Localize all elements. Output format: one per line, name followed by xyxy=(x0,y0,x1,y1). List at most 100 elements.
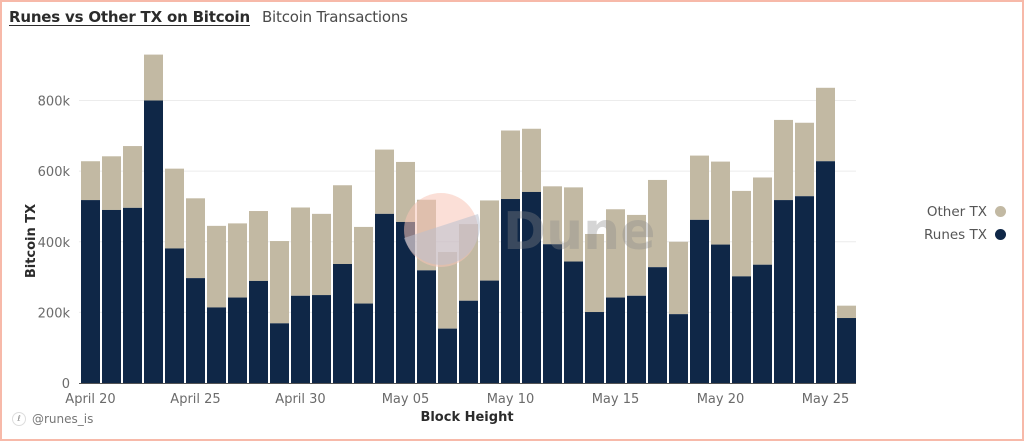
bar-group[interactable] xyxy=(543,186,562,383)
bar-other-tx[interactable] xyxy=(123,146,142,208)
bar-group[interactable] xyxy=(81,161,100,383)
bar-other-tx[interactable] xyxy=(312,213,331,296)
bar-runes-tx[interactable] xyxy=(123,207,142,383)
bar-other-tx[interactable] xyxy=(585,233,604,313)
bar-group[interactable] xyxy=(312,213,331,383)
bar-group[interactable] xyxy=(375,149,394,383)
bar-runes-tx[interactable] xyxy=(207,307,226,383)
bar-group[interactable] xyxy=(564,187,583,383)
bar-group[interactable] xyxy=(753,177,772,383)
bar-other-tx[interactable] xyxy=(480,200,499,281)
bar-group[interactable] xyxy=(522,128,541,383)
legend-item-runes-tx[interactable]: Runes TX xyxy=(924,223,1006,246)
bar-runes-tx[interactable] xyxy=(732,276,751,383)
bar-group[interactable] xyxy=(396,161,415,383)
bar-runes-tx[interactable] xyxy=(648,267,667,383)
bar-group[interactable] xyxy=(102,156,121,383)
bar-runes-tx[interactable] xyxy=(543,244,562,383)
bar-runes-tx[interactable] xyxy=(837,318,856,383)
bar-runes-tx[interactable] xyxy=(249,280,268,383)
bar-runes-tx[interactable] xyxy=(375,213,394,383)
bar-group[interactable] xyxy=(669,241,688,383)
bar-runes-tx[interactable] xyxy=(585,312,604,383)
bar-other-tx[interactable] xyxy=(186,198,205,279)
author-handle[interactable]: @runes_is xyxy=(32,412,94,426)
bar-runes-tx[interactable] xyxy=(522,191,541,383)
bar-runes-tx[interactable] xyxy=(564,261,583,383)
bar-runes-tx[interactable] xyxy=(291,295,310,383)
bar-group[interactable] xyxy=(501,130,520,383)
bar-other-tx[interactable] xyxy=(144,54,163,101)
bar-runes-tx[interactable] xyxy=(165,248,184,383)
bar-other-tx[interactable] xyxy=(207,225,226,308)
bar-group[interactable] xyxy=(291,207,310,383)
bar-other-tx[interactable] xyxy=(249,211,268,281)
bar-group[interactable] xyxy=(732,190,751,383)
bar-group[interactable] xyxy=(438,251,457,383)
bar-runes-tx[interactable] xyxy=(480,280,499,383)
bar-group[interactable] xyxy=(711,161,730,383)
chart-title-link[interactable]: Runes vs Other TX on Bitcoin xyxy=(9,8,250,26)
bar-other-tx[interactable] xyxy=(627,214,646,296)
bar-group[interactable] xyxy=(837,305,856,383)
bar-group[interactable] xyxy=(207,225,226,383)
bar-group[interactable] xyxy=(690,155,709,383)
bar-runes-tx[interactable] xyxy=(144,100,163,384)
bar-group[interactable] xyxy=(774,119,793,383)
bar-runes-tx[interactable] xyxy=(816,161,835,383)
bar-other-tx[interactable] xyxy=(165,168,184,249)
bar-other-tx[interactable] xyxy=(606,209,625,298)
bar-other-tx[interactable] xyxy=(816,87,835,162)
bar-other-tx[interactable] xyxy=(354,226,373,304)
bar-other-tx[interactable] xyxy=(711,161,730,245)
bar-other-tx[interactable] xyxy=(564,187,583,262)
bar-other-tx[interactable] xyxy=(753,177,772,265)
bar-runes-tx[interactable] xyxy=(669,314,688,383)
bar-other-tx[interactable] xyxy=(543,186,562,245)
bar-other-tx[interactable] xyxy=(648,179,667,268)
bar-group[interactable] xyxy=(606,209,625,383)
bar-other-tx[interactable] xyxy=(81,161,100,201)
bar-group[interactable] xyxy=(228,223,247,383)
bar-other-tx[interactable] xyxy=(375,149,394,214)
bar-other-tx[interactable] xyxy=(732,190,751,277)
bar-other-tx[interactable] xyxy=(228,223,247,298)
bar-group[interactable] xyxy=(123,146,142,383)
bar-group[interactable] xyxy=(333,185,352,383)
bar-group[interactable] xyxy=(648,179,667,383)
bar-runes-tx[interactable] xyxy=(312,295,331,383)
bar-group[interactable] xyxy=(144,54,163,384)
bar-other-tx[interactable] xyxy=(291,207,310,296)
bar-group[interactable] xyxy=(480,200,499,383)
bar-runes-tx[interactable] xyxy=(81,200,100,383)
bar-group[interactable] xyxy=(816,87,835,383)
bar-group[interactable] xyxy=(795,122,814,383)
bar-runes-tx[interactable] xyxy=(459,300,478,383)
bar-other-tx[interactable] xyxy=(690,155,709,220)
bar-other-tx[interactable] xyxy=(795,122,814,197)
bar-runes-tx[interactable] xyxy=(501,199,520,383)
bar-runes-tx[interactable] xyxy=(270,323,289,383)
bar-runes-tx[interactable] xyxy=(690,219,709,383)
bar-other-tx[interactable] xyxy=(438,251,457,329)
bar-group[interactable] xyxy=(627,214,646,383)
bar-runes-tx[interactable] xyxy=(102,209,121,383)
bar-runes-tx[interactable] xyxy=(753,264,772,383)
bar-group[interactable] xyxy=(270,241,289,383)
bar-runes-tx[interactable] xyxy=(396,221,415,383)
bar-group[interactable] xyxy=(186,198,205,383)
bar-runes-tx[interactable] xyxy=(606,297,625,383)
bar-group[interactable] xyxy=(354,226,373,383)
bar-runes-tx[interactable] xyxy=(417,270,436,383)
bar-runes-tx[interactable] xyxy=(438,328,457,383)
bar-other-tx[interactable] xyxy=(774,119,793,201)
bar-runes-tx[interactable] xyxy=(333,263,352,383)
bar-runes-tx[interactable] xyxy=(795,196,814,383)
bar-other-tx[interactable] xyxy=(669,241,688,315)
bar-other-tx[interactable] xyxy=(501,130,520,200)
bar-other-tx[interactable] xyxy=(102,156,121,210)
legend-item-other-tx[interactable]: Other TX xyxy=(924,200,1006,223)
bar-other-tx[interactable] xyxy=(522,128,541,192)
bar-runes-tx[interactable] xyxy=(774,200,793,383)
bar-other-tx[interactable] xyxy=(270,241,289,324)
